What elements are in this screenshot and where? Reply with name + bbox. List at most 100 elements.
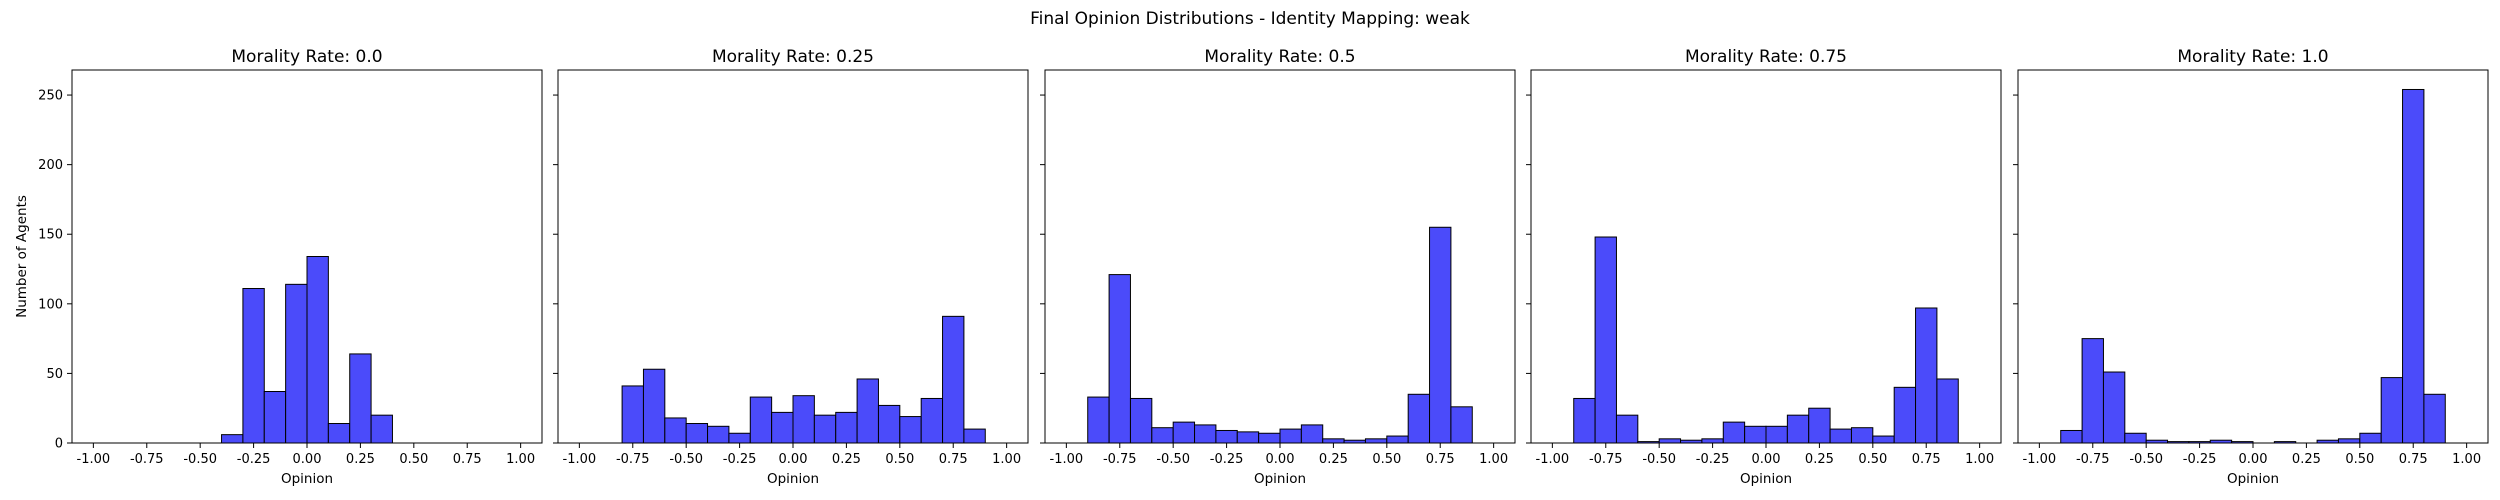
histogram-bar [728,432,751,444]
x-tick-label: 0.75 [453,452,482,467]
x-axis-label: Opinion [1740,471,1792,487]
histogram-bar [2102,371,2126,444]
histogram-bar [899,416,922,444]
panel-title: Morality Rate: 0.25 [712,47,874,67]
histogram-bar [306,256,329,444]
histogram-bar [685,423,709,444]
histogram-bar [1850,427,1874,444]
x-tick-label: -1.00 [563,452,597,467]
x-tick-label: -0.75 [1589,452,1623,467]
histogram-bar [835,411,858,444]
x-axis-label: Opinion [281,471,333,487]
x-tick-label: -0.75 [2076,452,2110,467]
histogram-bar [2359,432,2382,444]
x-tick-label: -0.25 [1696,452,1730,467]
x-tick-label: 0.50 [1372,452,1401,467]
histogram-bar [2423,393,2446,444]
histogram-bar [1407,393,1431,444]
histogram-bar [1893,386,1917,444]
x-tick-label: 0.25 [832,452,861,467]
histogram-bar [1915,307,1938,444]
x-tick-label: -0.75 [1103,452,1137,467]
x-tick-label: 0.50 [1858,452,1887,467]
histogram-bar [1744,425,1767,444]
histogram-bar [1722,421,1746,444]
x-tick-label: 0.75 [1426,452,1455,467]
histogram-bar [1087,396,1110,444]
histogram-bar [1386,435,1409,444]
x-tick-label: 0.00 [293,452,322,467]
panel-title: Morality Rate: 0.0 [231,47,382,67]
histogram-bar [242,288,265,444]
histogram-bar [370,414,393,444]
histogram-bar [963,428,986,444]
x-tick-label: -0.25 [1210,452,1244,467]
y-tick-label: 100 [38,297,63,312]
panel-title: Morality Rate: 0.5 [1204,47,1355,67]
y-tick-label: 200 [38,158,63,173]
x-tick-label: -0.50 [2129,452,2163,467]
x-tick-label: 1.00 [1965,452,1994,467]
x-tick-label: 1.00 [1479,452,1508,467]
x-axis-label: Opinion [767,471,819,487]
histogram-bar [642,368,666,444]
histogram-bar [771,411,794,444]
panel-4: Morality Rate: 0.75 -1.00 -0.75 -0.50 -0.25 0… [1526,47,2002,487]
histogram-bar [1658,438,1682,444]
figure-suptitle: Final Opinion Distributions - Identity M… [1030,9,1470,29]
histogram-bar [221,434,244,444]
histogram-bar [285,283,308,444]
x-tick-label: 0.00 [1266,452,1295,467]
x-tick-label: 0.25 [1319,452,1348,467]
histogram-bar [2081,338,2104,444]
x-tick-label: 0.75 [2399,452,2428,467]
panel-5: Morality Rate: 1.0 -1.00 -0.75 -0.50 -0.25 0.… [2013,47,2489,487]
x-tick-label: 1.00 [506,452,535,467]
x-tick-label: 0.00 [779,452,808,467]
histogram-bar [707,425,730,444]
x-tick-label: 0.75 [1912,452,1941,467]
y-tick-label: 0 [55,437,63,452]
histogram-bar [621,385,644,444]
x-tick-label: -1.00 [2023,452,2057,467]
histogram-bar [1765,425,1788,444]
histogram-bar [1300,424,1324,444]
histogram-bar [1808,407,1831,444]
histogram-bar [920,397,944,444]
panel-3: Morality Rate: 0.5 -1.00 -0.75 -0.50 -0.25 0.… [1040,47,1516,487]
x-tick-label: 0.50 [885,452,914,467]
x-axis-label: Opinion [2227,471,2279,487]
y-tick-label: 50 [46,367,63,382]
x-tick-label: 0.25 [1805,452,1834,467]
histogram-bar [2060,429,2083,444]
x-tick-label: -0.25 [723,452,757,467]
histogram-bar [1615,414,1639,444]
y-tick-label: 250 [38,89,63,104]
histogram-bar [942,315,965,444]
x-tick-label: 0.50 [399,452,428,467]
x-tick-label: 0.25 [2292,452,2321,467]
x-tick-label: -0.25 [237,452,271,467]
x-tick-label: 1.00 [2452,452,2481,467]
histogram-bar [1594,236,1617,444]
histogram-bar [2337,438,2361,444]
histogram-bar [1194,424,1217,444]
histogram-bar [1573,397,1596,444]
histogram-bar [1108,274,1131,444]
x-tick-label: 0.25 [346,452,375,467]
histogram-bar [1786,414,1810,444]
panels: Morality Rate: 0.0 -1.00 -0.75 -0.50 -0.25 0.… [14,47,2489,487]
panel-title: Morality Rate: 1.0 [2177,47,2328,67]
histogram-bar [2402,88,2425,444]
x-tick-label: -0.25 [2183,452,2217,467]
histogram-bar [1129,397,1153,444]
histogram-bar [1258,432,1281,444]
x-tick-label: -0.75 [130,452,164,467]
y-axis-label: Number of Agents [14,195,30,318]
histogram-bar [1364,438,1388,444]
histogram-bar [2380,377,2404,444]
histogram-bar [1172,421,1196,444]
x-tick-label: 0.00 [1752,452,1781,467]
